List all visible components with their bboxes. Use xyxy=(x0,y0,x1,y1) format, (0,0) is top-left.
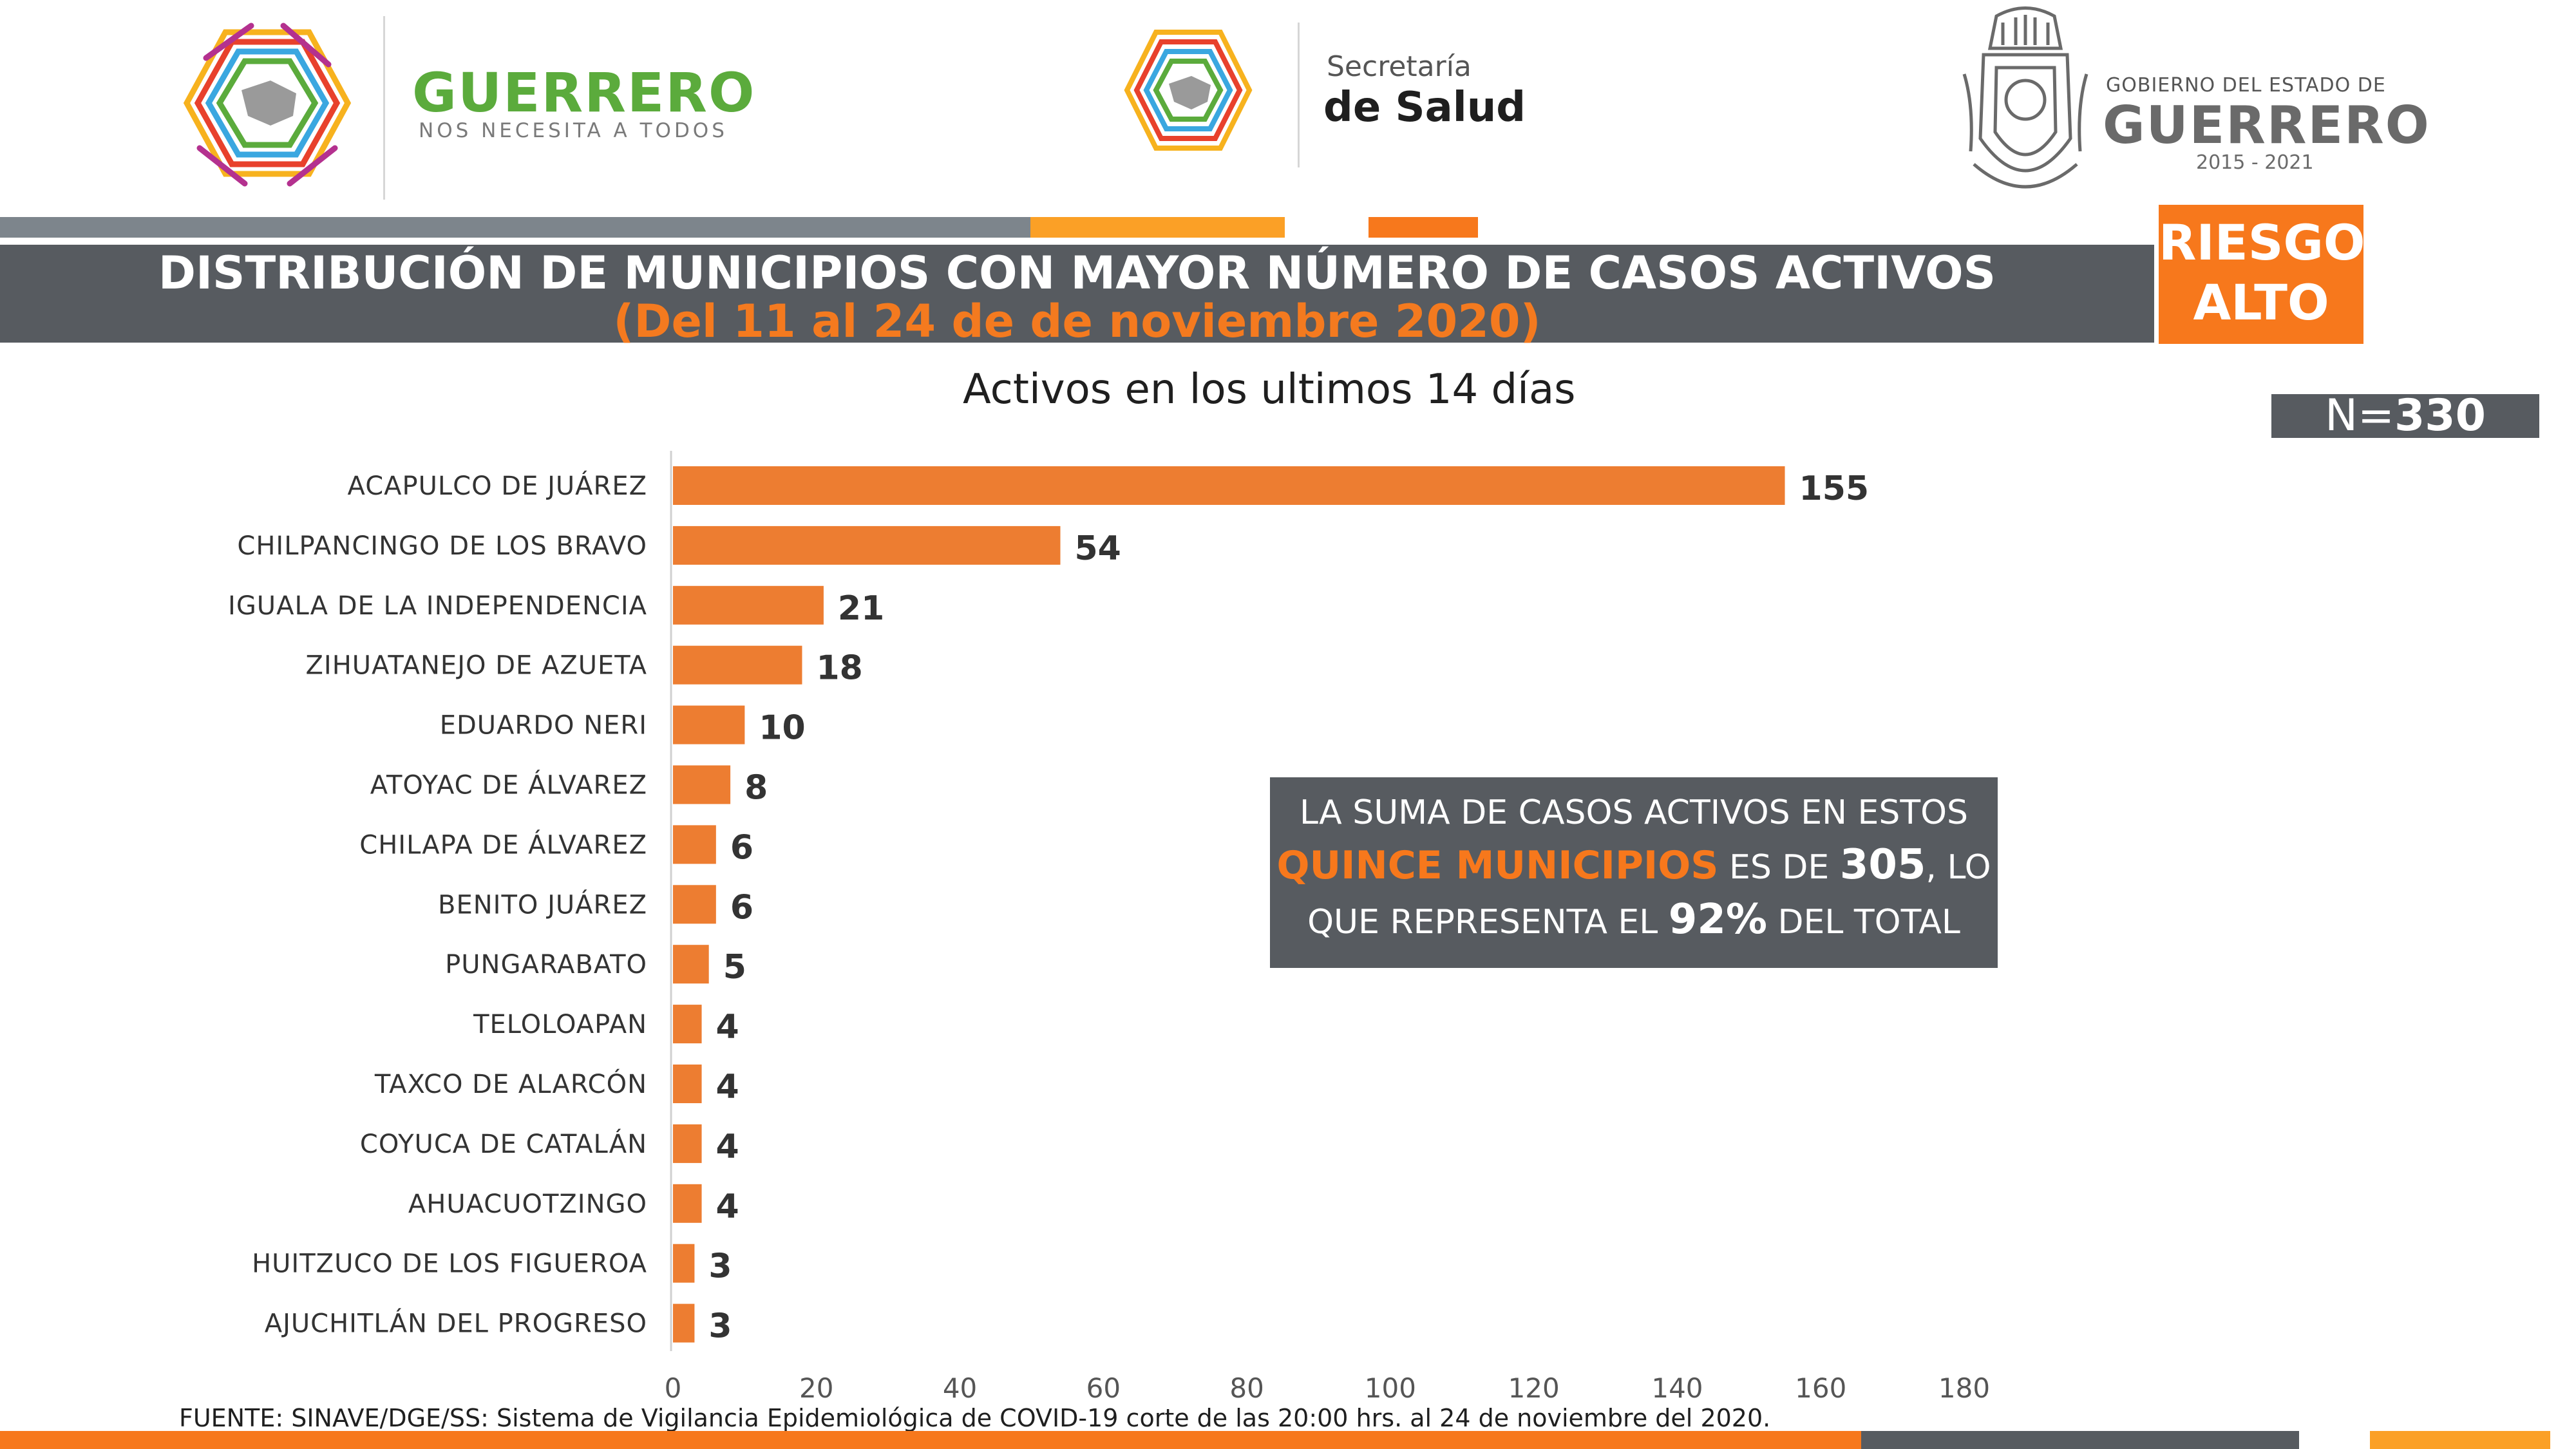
header-divider xyxy=(383,16,385,200)
category-label: CHILAPA DE ÁLVAREZ xyxy=(359,829,647,860)
government-line2: GUERRERO xyxy=(2103,95,2430,155)
callout-highlight: QUINCE MUNICIPIOS xyxy=(1276,843,1719,888)
total-count-label: N=330 xyxy=(2271,390,2539,441)
footer-stripe-gray xyxy=(1861,1431,2299,1449)
x-tick-label: 160 xyxy=(1795,1372,1846,1404)
category-label: CHILPANCINGO DE LOS BRAVO xyxy=(237,531,647,561)
data-label: 10 xyxy=(759,709,805,748)
data-label: 4 xyxy=(716,1068,739,1106)
bar xyxy=(673,765,731,804)
health-secretariat-logo xyxy=(1124,30,1253,151)
category-label: EDUARDO NERI xyxy=(440,711,647,741)
risk-level-line2: ALTO xyxy=(2193,274,2329,331)
total-count-value: 330 xyxy=(2394,390,2486,441)
bar xyxy=(673,585,824,625)
bar xyxy=(673,1184,702,1223)
data-label: 6 xyxy=(730,888,753,927)
state-coat-of-arms xyxy=(1962,6,2088,189)
bar xyxy=(673,645,802,685)
decorative-stripe-light-orange xyxy=(1030,217,1285,238)
callout-part2: ES DE xyxy=(1718,848,1840,887)
category-label: PUNGARABATO xyxy=(445,950,647,980)
bar xyxy=(673,825,716,864)
chart-title: Activos en los ultimos 14 días xyxy=(963,366,1576,413)
title-band xyxy=(0,245,2154,343)
callout-part4: QUE REPRESENTA EL xyxy=(1307,903,1669,942)
bar xyxy=(673,945,709,984)
bar xyxy=(673,1303,695,1343)
header-divider xyxy=(1298,23,1300,167)
data-label: 155 xyxy=(1799,469,1870,508)
x-tick-label: 120 xyxy=(1508,1372,1560,1404)
x-tick-label: 0 xyxy=(665,1372,682,1404)
government-period: 2015 - 2021 xyxy=(2196,151,2314,174)
category-label: AHUACUOTZINGO xyxy=(408,1189,647,1219)
data-label: 54 xyxy=(1075,529,1121,568)
page-title: DISTRIBUCIÓN DE MUNICIPIOS CON MAYOR NÚM… xyxy=(158,247,1996,299)
x-tick-label: 40 xyxy=(943,1372,977,1404)
date-range-subtitle: (Del 11 al 24 de de noviembre 2020) xyxy=(613,295,1541,348)
risk-level-text: RIESGO ALTO xyxy=(2159,213,2365,332)
government-line1: GOBIERNO DEL ESTADO DE xyxy=(2106,74,2386,97)
bar xyxy=(673,705,745,744)
data-source-note: FUENTE: SINAVE/DGE/SS: Sistema de Vigila… xyxy=(179,1404,1771,1432)
footer-stripe-orange xyxy=(0,1431,1861,1449)
data-label: 8 xyxy=(744,769,768,808)
data-label: 4 xyxy=(716,1008,739,1046)
bar xyxy=(673,526,1061,565)
category-label: ACAPULCO DE JUÁREZ xyxy=(348,470,647,501)
data-label: 6 xyxy=(730,828,753,867)
summary-callout-box xyxy=(1270,777,1998,968)
data-label: 5 xyxy=(723,948,746,987)
bar xyxy=(673,1065,702,1103)
decorative-stripe-orange xyxy=(1368,217,1478,238)
decorative-stripe-gray xyxy=(0,217,1030,238)
callout-part3: , LO xyxy=(1926,848,1991,887)
category-label: TAXCO DE ALARCÓN xyxy=(374,1068,647,1099)
callout-part1: LA SUMA DE CASOS ACTIVOS EN ESTOS xyxy=(1299,793,1969,832)
guerrero-brand-name: GUERRERO xyxy=(412,61,756,124)
total-count-badge xyxy=(2271,394,2539,438)
callout-part5: DEL TOTAL xyxy=(1766,903,1960,942)
category-label: TELOLOAPAN xyxy=(473,1010,647,1039)
category-label: IGUALA DE LA INDEPENDENCIA xyxy=(228,591,647,621)
risk-level-line1: RIESGO xyxy=(2159,214,2365,271)
x-tick-label: 20 xyxy=(799,1372,833,1404)
data-label: 18 xyxy=(817,649,863,688)
data-label: 3 xyxy=(708,1247,732,1286)
risk-level-badge xyxy=(2159,205,2363,344)
bar xyxy=(673,1124,702,1163)
category-label: COYUCA DE CATALÁN xyxy=(360,1128,647,1159)
x-tick-label: 80 xyxy=(1229,1372,1264,1404)
bar xyxy=(673,1244,695,1283)
x-tick-label: 60 xyxy=(1086,1372,1121,1404)
bar xyxy=(673,885,716,924)
x-tick-label: 180 xyxy=(1938,1372,1990,1404)
bar xyxy=(673,466,1785,505)
bar xyxy=(673,1005,702,1044)
x-tick-label: 100 xyxy=(1365,1372,1416,1404)
health-secretariat-line2: de Salud xyxy=(1323,84,1526,131)
data-label: 4 xyxy=(716,1128,739,1166)
category-label: HUITZUCO DE LOS FIGUEROA xyxy=(252,1249,647,1279)
callout-percent: 92% xyxy=(1668,896,1767,943)
category-label: ATOYAC DE ÁLVAREZ xyxy=(370,770,647,800)
category-label: AJUCHITLÁN DEL PROGRESO xyxy=(265,1308,647,1339)
data-label: 21 xyxy=(838,589,884,628)
data-label: 3 xyxy=(708,1307,732,1346)
category-label: ZIHUATANEJO DE AZUETA xyxy=(306,651,648,681)
guerrero-brand-tagline: NOS NECESITA A TODOS xyxy=(419,119,728,142)
x-tick-label: 140 xyxy=(1651,1372,1703,1404)
summary-callout-text: LA SUMA DE CASOS ACTIVOS EN ESTOS QUINCE… xyxy=(1270,787,1998,949)
guerrero-state-logo xyxy=(183,23,352,187)
footer-stripe-light-orange xyxy=(2370,1431,2550,1449)
health-secretariat-line1: Secretaría xyxy=(1327,50,1472,83)
callout-sum: 305 xyxy=(1839,841,1926,889)
total-count-prefix: N= xyxy=(2325,390,2394,441)
data-label: 4 xyxy=(716,1188,739,1226)
category-label: BENITO JUÁREZ xyxy=(438,889,647,920)
